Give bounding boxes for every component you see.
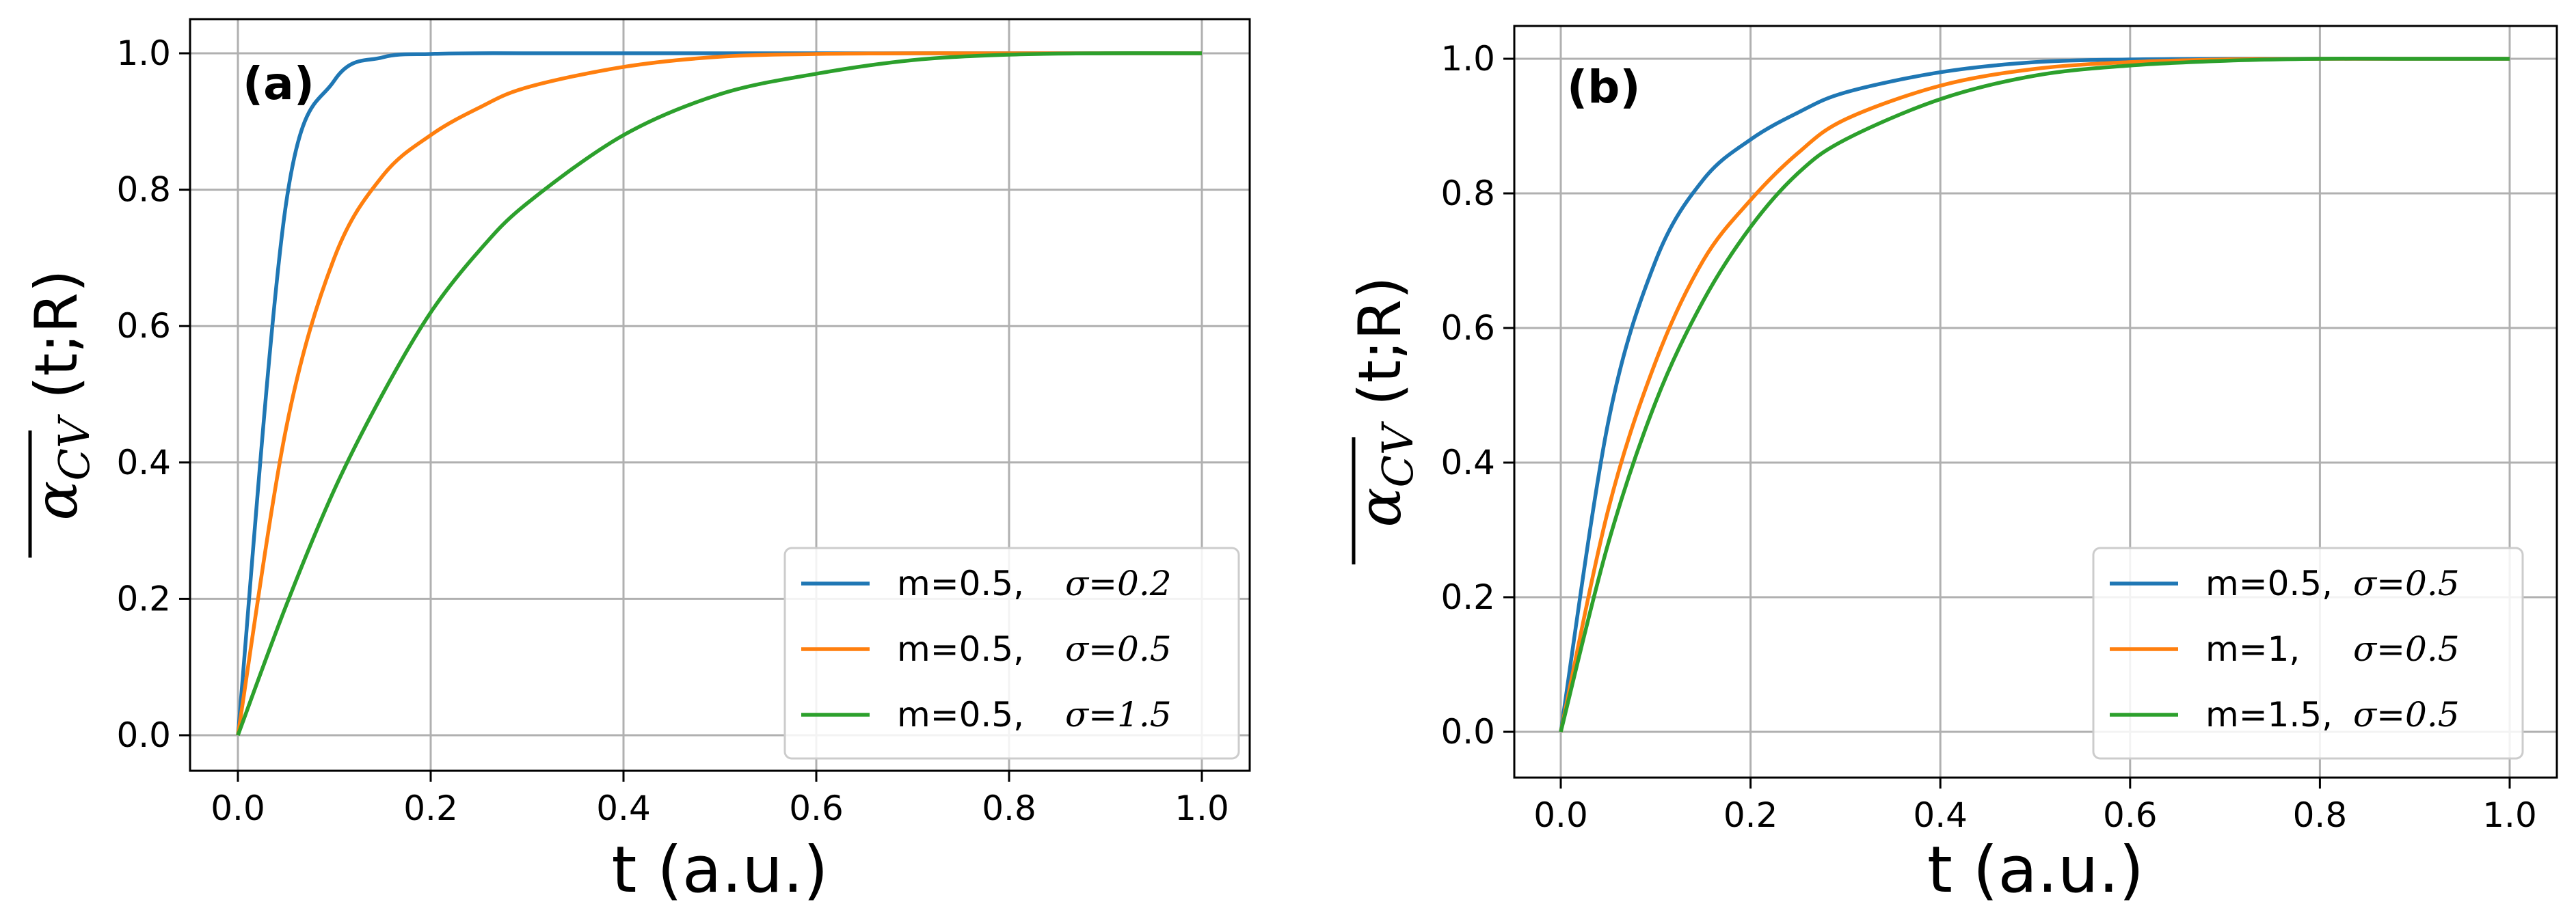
legend: m=0.5, σ=0.5 m=1, σ=0.5 m=1.5, σ=0.5 xyxy=(2092,547,2524,760)
y-axis-label: αCV (t;R) xyxy=(1346,276,1423,564)
y-tick-label: 0.0 xyxy=(1440,712,1495,752)
x-tick-label: 0.6 xyxy=(2103,795,2158,835)
legend-sigma-2: σ=0.5 xyxy=(1065,629,1172,669)
x-tick-label: 0.0 xyxy=(1533,795,1588,835)
axes-frame xyxy=(189,18,1251,772)
x-tick-label: 0.4 xyxy=(596,789,651,828)
chart-panel-a: 0.0 0.2 0.4 0.6 0.8 1.0 0.0 0.2 0.4 0.6 0.8 1.0 (a) m… xyxy=(23,18,1251,907)
x-axis-label: t (a.u.) xyxy=(1927,833,2144,907)
svg-text:αCV (t;R): αCV (t;R) xyxy=(1346,276,1423,527)
x-tick-label: 0.4 xyxy=(1913,795,1968,835)
y-tick-label: 0.6 xyxy=(116,306,171,346)
legend: m=0.5, σ=0.2 m=0.5, σ=0.5 m=0.5, σ=1.5 xyxy=(783,547,1240,760)
panel-label: (a) xyxy=(243,57,314,110)
legend-label-1: m=0.5, xyxy=(897,564,1024,603)
legend-box xyxy=(783,547,1240,760)
legend-sigma-1: σ=0.5 xyxy=(2353,564,2460,603)
x-tick-label: 1.0 xyxy=(2482,795,2537,835)
x-tick-label: 0.6 xyxy=(789,789,844,828)
legend-box xyxy=(2092,547,2524,760)
series-line-2 xyxy=(236,51,1202,736)
legend-label-2: m=0.5, xyxy=(897,629,1024,669)
y-tick-label: 0.0 xyxy=(116,715,171,755)
y-label-args: (t;R) xyxy=(1346,276,1414,424)
series-line-3 xyxy=(1559,57,2510,733)
panel-label: (b) xyxy=(1567,61,1641,113)
y-label-args: (t;R) xyxy=(23,269,91,418)
y-tick-label: 1.0 xyxy=(1440,39,1495,79)
x-tick-label: 0.2 xyxy=(403,789,458,828)
y-tick-label: 0.6 xyxy=(1440,308,1495,348)
y-tick-label: 0.4 xyxy=(116,443,171,482)
legend-label-2: m=1, xyxy=(2205,629,2300,669)
svg-text:αCV (t;R): αCV (t;R) xyxy=(23,269,99,520)
legend-sigma-3: σ=1.5 xyxy=(1065,695,1172,735)
legend-label-3: m=1.5, xyxy=(2205,695,2333,735)
y-axis-label: αCV (t;R) xyxy=(23,269,99,558)
y-tick-label: 0.8 xyxy=(1440,174,1495,213)
y-label-subscript: CV xyxy=(49,413,99,480)
y-label-subscript: CV xyxy=(1373,420,1423,487)
y-tick-label: 0.2 xyxy=(116,579,171,618)
legend-label-3: m=0.5, xyxy=(897,695,1024,735)
y-label-symbol: α xyxy=(23,481,91,521)
legend-sigma-2: σ=0.5 xyxy=(2353,629,2460,669)
y-label-symbol: α xyxy=(1346,488,1414,528)
y-tick-label: 0.4 xyxy=(1440,443,1495,482)
x-axis-label: t (a.u.) xyxy=(611,833,828,907)
series-line-3 xyxy=(236,51,1203,736)
x-tick-label: 0.8 xyxy=(982,789,1036,828)
axes-frame xyxy=(1513,25,2558,779)
x-tick-label: 1.0 xyxy=(1175,789,1229,828)
chart-panel-b: 0.0 0.2 0.4 0.6 0.8 1.0 0.0 0.2 0.4 0.6 0.8 1.0 (b) m… xyxy=(1346,25,2558,907)
legend-sigma-3: σ=0.5 xyxy=(2353,695,2460,735)
x-tick-label: 0.8 xyxy=(2293,795,2348,835)
x-tick-label: 0.2 xyxy=(1723,795,1778,835)
legend-sigma-1: σ=0.2 xyxy=(1065,564,1172,603)
y-tick-label: 0.2 xyxy=(1440,577,1495,617)
legend-label-1: m=0.5, xyxy=(2205,564,2333,603)
y-tick-label: 1.0 xyxy=(116,33,171,73)
x-tick-label: 0.0 xyxy=(211,789,265,828)
y-tick-label: 0.8 xyxy=(116,170,171,210)
